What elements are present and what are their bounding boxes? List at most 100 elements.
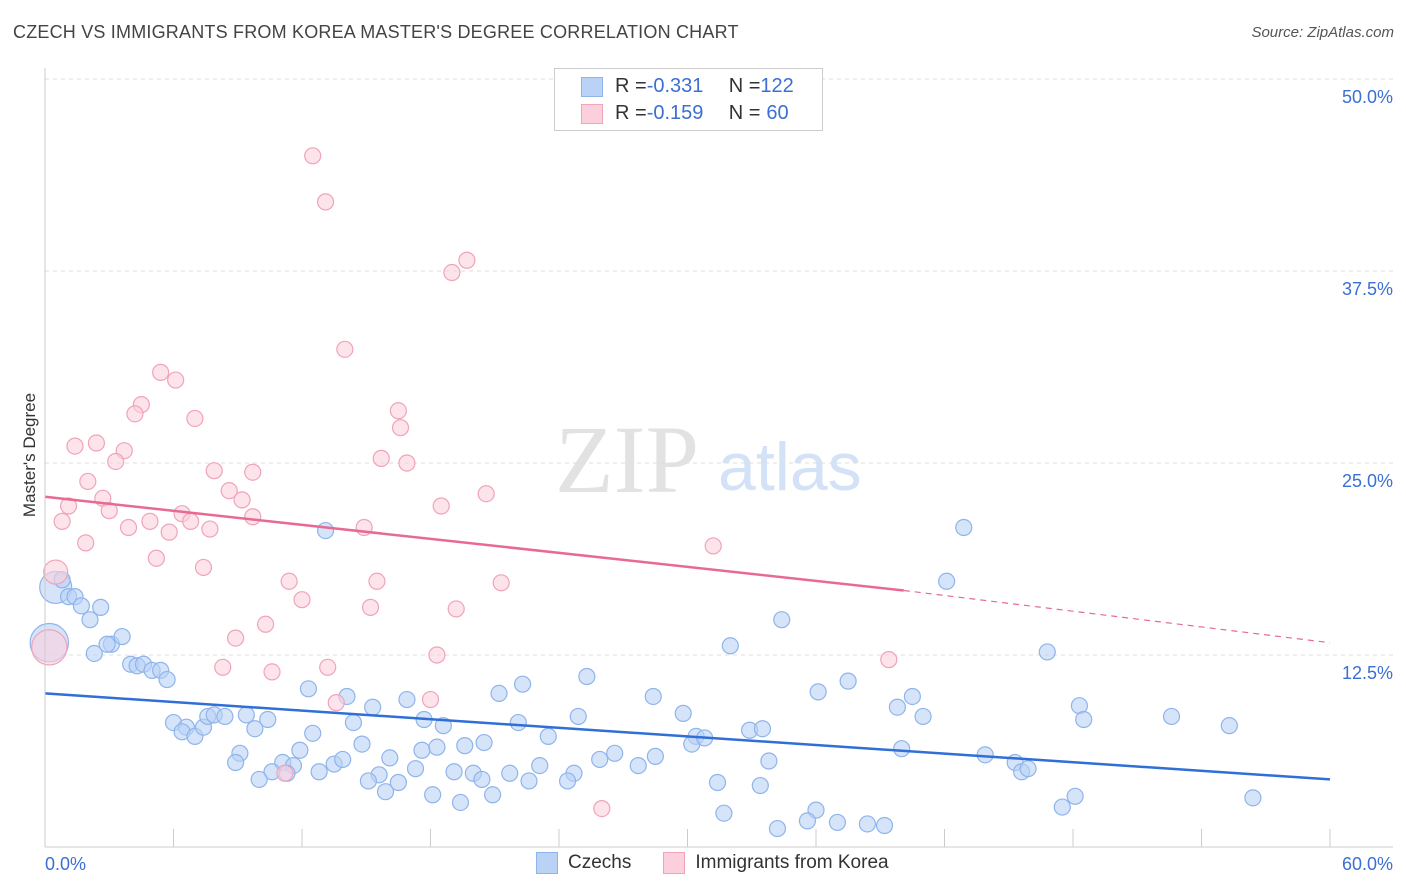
czechs-point bbox=[839, 672, 857, 690]
czechs-point bbox=[773, 611, 791, 629]
czechs-point bbox=[760, 752, 778, 770]
bottom-legend: Czechs Immigrants from Korea bbox=[536, 852, 889, 874]
korea-point bbox=[443, 263, 461, 282]
czechs-point bbox=[451, 793, 470, 812]
korea-point bbox=[276, 764, 294, 782]
czechs-point bbox=[413, 741, 431, 759]
korea-point bbox=[421, 690, 440, 709]
source-label: Source: ZipAtlas.com bbox=[1251, 24, 1394, 41]
korea-point bbox=[398, 454, 416, 472]
czechs-point bbox=[304, 724, 322, 742]
korea-point bbox=[167, 371, 185, 389]
czechs-point bbox=[259, 710, 277, 729]
korea-point bbox=[361, 598, 380, 616]
czechs-point bbox=[629, 756, 647, 775]
x-tick-label-min: 0.0% bbox=[45, 854, 86, 874]
czechs-point bbox=[513, 675, 532, 693]
legend-label-czechs: Czechs bbox=[568, 852, 632, 873]
czechs-point bbox=[113, 627, 131, 646]
czechs-point bbox=[389, 773, 407, 792]
czechs-point bbox=[250, 770, 268, 789]
korea-point bbox=[53, 512, 71, 530]
czechs-point bbox=[353, 735, 371, 753]
korea-point bbox=[458, 251, 476, 269]
czechs-point bbox=[237, 706, 255, 724]
czechs-point bbox=[456, 737, 474, 755]
r-value: -0.159 bbox=[646, 102, 704, 124]
czechs-point bbox=[1038, 643, 1056, 661]
korea-point bbox=[107, 452, 125, 471]
legend-box: R = -0.331 N = 122 R = -0.159 N = 60 bbox=[554, 68, 823, 131]
korea-trend-extension bbox=[903, 589, 1331, 644]
czechs-point bbox=[398, 690, 416, 709]
korea-point bbox=[119, 518, 138, 537]
n-value: 122 bbox=[760, 75, 794, 97]
korea-point bbox=[31, 629, 68, 666]
korea-point bbox=[66, 437, 84, 455]
czechs-point bbox=[310, 763, 328, 781]
czechs-point bbox=[158, 670, 176, 689]
r-label: R = bbox=[615, 75, 647, 97]
czechs-point bbox=[344, 713, 362, 732]
korea-point bbox=[201, 520, 219, 538]
czechs-point bbox=[520, 772, 538, 790]
czechs-point bbox=[501, 764, 519, 782]
watermark-atlas: atlas bbox=[718, 429, 862, 505]
czechs-point bbox=[246, 720, 264, 738]
czechs-point bbox=[428, 738, 446, 756]
czechs-point bbox=[888, 698, 906, 716]
y-tick-label: 37.5% bbox=[1342, 279, 1393, 299]
korea-point bbox=[593, 799, 611, 818]
korea-point bbox=[293, 591, 311, 609]
legend-swatch-korea bbox=[663, 852, 686, 874]
czechs-point bbox=[644, 687, 662, 706]
korea-point bbox=[194, 558, 213, 577]
y-tick-label: 25.0% bbox=[1342, 471, 1393, 491]
n-label: N = bbox=[728, 102, 761, 124]
korea-point bbox=[227, 629, 245, 647]
czechs-point bbox=[98, 635, 116, 653]
czechs-point bbox=[858, 815, 877, 833]
korea-point bbox=[79, 472, 97, 491]
legend-swatch-czechs bbox=[536, 852, 558, 874]
korea-point bbox=[319, 658, 337, 676]
n-value: 60 bbox=[766, 102, 789, 124]
czechs-point bbox=[509, 713, 527, 732]
korea-point bbox=[87, 434, 106, 452]
czechs-point bbox=[751, 776, 769, 795]
korea-point bbox=[244, 508, 262, 526]
czechs-point bbox=[1053, 798, 1071, 816]
korea-point bbox=[214, 658, 232, 676]
n-label: N = bbox=[728, 75, 761, 97]
czechs-point bbox=[1019, 760, 1037, 778]
czechs-point bbox=[434, 717, 452, 735]
korea-point bbox=[205, 462, 223, 480]
korea-point bbox=[492, 574, 510, 592]
korea-point bbox=[280, 572, 298, 590]
czechs-point bbox=[72, 597, 91, 615]
czechs-point bbox=[828, 813, 847, 832]
korea-point bbox=[160, 523, 178, 541]
czechs-point bbox=[359, 772, 377, 790]
legend-swatch-blue bbox=[581, 76, 603, 97]
legend-row-czechs: R = -0.331 N = 122 bbox=[581, 75, 794, 98]
czechs-point bbox=[753, 720, 772, 738]
korea-point bbox=[880, 651, 898, 669]
korea-point bbox=[147, 549, 165, 567]
czechs-point bbox=[1075, 710, 1093, 729]
korea-point bbox=[372, 449, 390, 467]
korea-point bbox=[316, 193, 335, 211]
czechs-point bbox=[578, 667, 596, 686]
czechs-point bbox=[809, 683, 827, 701]
czechs-point bbox=[334, 750, 352, 769]
korea-point bbox=[220, 482, 238, 500]
czechs-point bbox=[914, 707, 932, 726]
korea-point bbox=[389, 402, 407, 420]
czechs-point bbox=[316, 521, 335, 540]
korea-point bbox=[368, 572, 386, 590]
czechs-point bbox=[646, 747, 664, 765]
y-tick-label: 50.0% bbox=[1342, 87, 1393, 107]
czechs-point bbox=[768, 819, 787, 838]
korea-point bbox=[263, 663, 281, 681]
